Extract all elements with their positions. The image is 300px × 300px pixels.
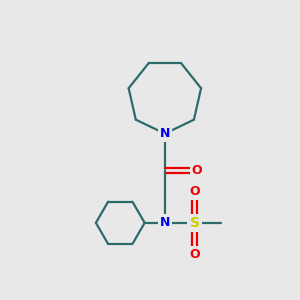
- Text: N: N: [160, 127, 170, 140]
- Text: O: O: [192, 164, 202, 177]
- Text: O: O: [189, 185, 200, 198]
- Text: S: S: [190, 216, 200, 230]
- Text: O: O: [189, 248, 200, 260]
- Text: N: N: [160, 216, 170, 229]
